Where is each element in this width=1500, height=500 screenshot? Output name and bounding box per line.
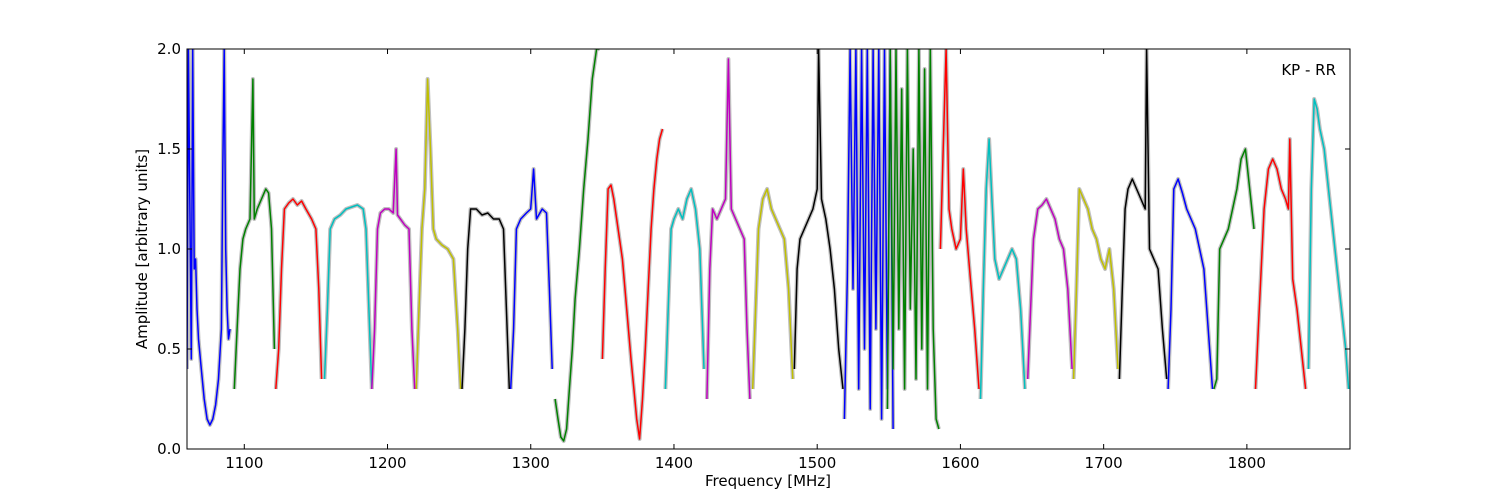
series-line-1: [187, 49, 231, 426]
y-tick-label: 0.0: [157, 440, 181, 458]
plot-area-background: [187, 49, 1350, 449]
x-tick-label: 1800: [1228, 454, 1266, 472]
series-layer: [187, 49, 1350, 442]
y-axis-label: Amplitude [arbitrary units]: [133, 149, 151, 349]
chart-annotation: KP - RR: [1281, 61, 1336, 79]
x-axis-label: Frequency [MHz]: [705, 472, 831, 490]
x-tick-label: 1700: [1085, 454, 1123, 472]
series-line-15: [843, 49, 894, 430]
x-tick-label: 1100: [225, 454, 263, 472]
x-tick-label: 1200: [368, 454, 406, 472]
series-line-12: [706, 58, 751, 400]
x-tick-label: 1400: [655, 454, 693, 472]
y-tick-label: 2.0: [157, 40, 181, 58]
series-line-5: [371, 148, 416, 390]
series-line-13: [751, 188, 794, 390]
x-tick-label: 1300: [512, 454, 550, 472]
series-line-2: [233, 78, 276, 390]
series-line-7: [461, 208, 511, 390]
y-tick-label: 1.0: [157, 240, 181, 258]
series-line-11: [664, 188, 705, 390]
series-line-24: [1254, 138, 1307, 390]
series-line-3: [275, 198, 323, 390]
series-line-4: [323, 204, 373, 390]
y-tick-label: 0.5: [157, 340, 181, 358]
series-line-6: [415, 78, 462, 390]
x-tick-label: 1500: [798, 454, 836, 472]
series-line-23: [1213, 148, 1255, 390]
series-line-16: [886, 49, 940, 430]
x-axis-ticks: 1100 1200 1300 1400 1500 1600 1700 1800: [225, 49, 1266, 472]
y-tick-label: 1.5: [157, 140, 181, 158]
series-line-14: [793, 49, 844, 390]
series-line-21: [1118, 49, 1168, 380]
series-line-9: [554, 49, 600, 442]
x-tick-label: 1600: [941, 454, 979, 472]
series-line-22: [1167, 178, 1214, 390]
series-line-17: [939, 49, 980, 390]
series-line-8: [509, 168, 553, 390]
series-line-20: [1072, 188, 1119, 380]
series-line-19: [1026, 198, 1073, 380]
series-line-25: [1307, 98, 1350, 390]
y-axis-ticks: 0.0 0.5 1.0 1.5 2.0: [157, 40, 1350, 458]
series-line-18: [979, 138, 1026, 400]
series-line-10: [601, 128, 664, 440]
